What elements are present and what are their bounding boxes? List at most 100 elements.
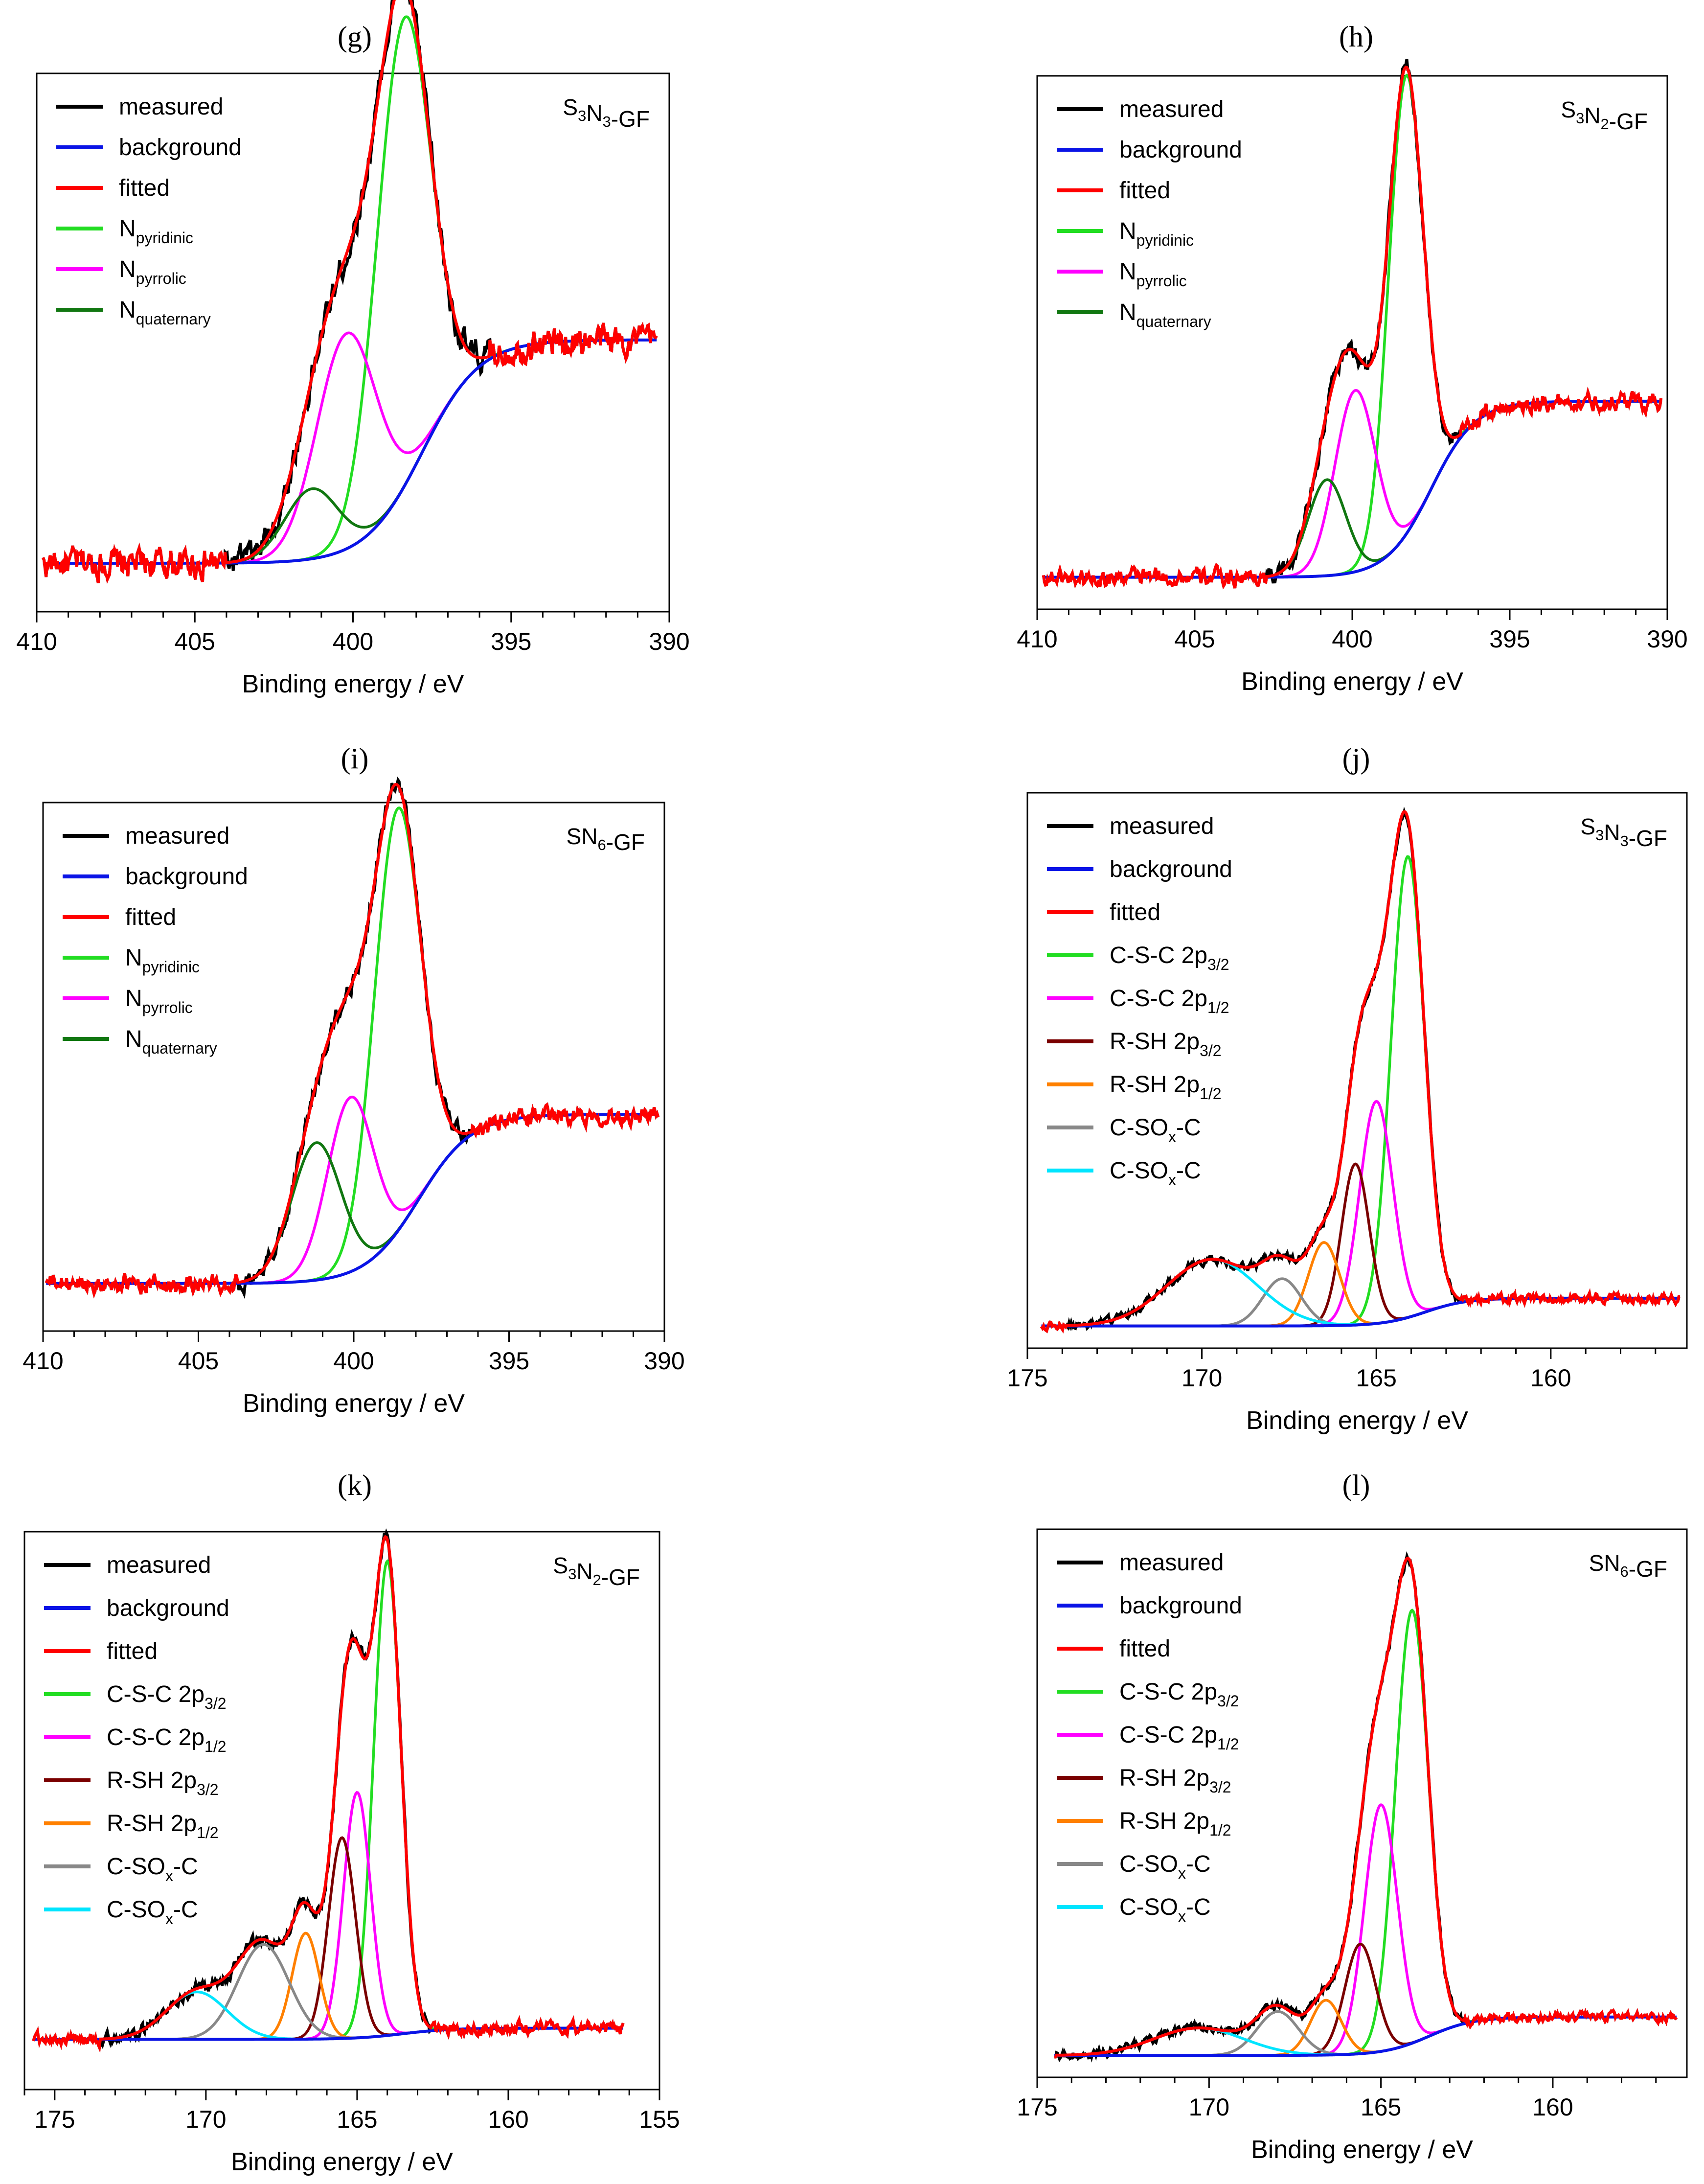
series-fitted [1054, 1556, 1678, 2059]
x-tick-label: 165 [337, 2106, 377, 2133]
panel-label: (h) [1339, 21, 1373, 53]
legend-entry: background [119, 135, 242, 161]
x-tick-label: 160 [1530, 1364, 1571, 1392]
x-tick-label: 160 [488, 2106, 528, 2133]
x-tick-label: 400 [1332, 625, 1372, 653]
sample-label: SN6-GF [1589, 1550, 1667, 1582]
x-axis-title: Binding energy / eV [243, 1389, 465, 1418]
x-tick-label: 390 [649, 628, 689, 655]
x-tick-label: 410 [1017, 625, 1057, 653]
x-tick-label: 165 [1356, 1364, 1397, 1392]
legend-entry: fitted [1119, 178, 1170, 204]
series-component-6 [1054, 2016, 1677, 2057]
legend-entry: Npyridinic [1119, 218, 1194, 249]
sample-label: S3N3-GF [1580, 814, 1667, 851]
legend-entry: measured [125, 823, 229, 849]
x-tick-label: 170 [1189, 2093, 1229, 2121]
xps-panel-i: (i) 410 405 400 395 390 Binding energy / eV mea… [23, 742, 684, 1418]
plot-frame [23, 1531, 660, 2091]
plot-frame [1026, 792, 1688, 1349]
legend-entry: measured [1110, 813, 1214, 839]
legend-entry: Nquaternary [125, 1026, 217, 1057]
legend-entry: C-SOx-C [107, 1854, 198, 1885]
x-tick-label: 405 [175, 628, 215, 655]
x-tick-label: 400 [333, 628, 373, 655]
x-tick-label: 390 [644, 1347, 684, 1375]
legend-entry: Nquaternary [119, 297, 211, 328]
x-tick-label: 170 [1181, 1364, 1222, 1392]
sample-label: SN6-GF [567, 824, 645, 855]
xps-panel-l: (l) 175 170 165 160 Binding energy / eV measur… [1017, 1469, 1688, 2164]
series-fitted [42, 0, 658, 584]
sample-label: S3N2-GF [553, 1553, 640, 1590]
legend-entry: background [1119, 137, 1242, 163]
panel-label: (l) [1342, 1469, 1370, 1501]
legend-entry: C-S-C 2p1/2 [1110, 986, 1229, 1016]
legend-entry: background [107, 1595, 229, 1621]
series-component-2 [43, 331, 657, 565]
legend-entry: C-SOx-C [107, 1897, 198, 1928]
legend-entry: C-S-C 2p1/2 [107, 1724, 227, 1755]
series-component-1 [33, 1559, 623, 2041]
series-component-2 [1043, 389, 1661, 579]
series-fitted [32, 1535, 625, 2053]
series-background [1054, 2015, 1677, 2057]
legend-entry: Npyridinic [125, 945, 200, 976]
x-tick-label: 395 [1489, 625, 1530, 653]
legend-entry: C-SOx-C [1119, 1851, 1211, 1882]
xps-panel-k: (k) 175 170 165 160 155 Binding energy / eV mea… [23, 1469, 680, 2176]
series-fitted [45, 782, 660, 1299]
series-fitted [1040, 810, 1681, 1333]
legend-entry: background [125, 864, 248, 890]
x-tick-label: 410 [16, 628, 57, 655]
legend-entry: background [1119, 1593, 1242, 1619]
legend-entry: C-S-C 2p3/2 [107, 1681, 227, 1712]
legend-entry: C-S-C 2p3/2 [1110, 943, 1229, 973]
x-tick-label: 175 [34, 2106, 75, 2133]
x-tick-label: 170 [185, 2106, 226, 2133]
series-background [1043, 399, 1661, 579]
x-axis-title: Binding energy / eV [242, 670, 464, 698]
legend-entry: fitted [125, 904, 176, 930]
xps-panel-j: (j) 175 170 165 160 Binding energy / eV measur… [1007, 742, 1688, 1435]
panel-label: (k) [338, 1469, 372, 1501]
legend-entry: R-SH 2p1/2 [1110, 1072, 1222, 1103]
x-tick-label: 405 [178, 1347, 219, 1375]
legend-entry: R-SH 2p3/2 [1110, 1029, 1222, 1059]
plot-frame [1036, 1528, 1688, 2078]
legend-entry: fitted [119, 175, 170, 201]
x-tick-label: 395 [491, 628, 531, 655]
x-tick-label: 175 [1007, 1364, 1047, 1392]
legend-entry: C-SOx-C [1110, 1158, 1201, 1189]
x-tick-label: 165 [1361, 2093, 1401, 2121]
series-component-3 [1043, 400, 1661, 579]
x-axis-title: Binding energy / eV [1251, 2136, 1473, 2164]
series-background [43, 338, 657, 565]
legend-entry: measured [119, 94, 223, 120]
legend-entry: C-S-C 2p3/2 [1119, 1679, 1239, 1710]
legend-entry: R-SH 2p3/2 [1119, 1765, 1231, 1796]
series-fitted [1042, 65, 1663, 590]
sample-label: S3N3-GF [563, 94, 650, 132]
sample-label: S3N2-GF [1561, 97, 1648, 134]
legend-entry: C-SOx-C [1110, 1115, 1201, 1146]
legend-entry: Nquaternary [1119, 299, 1211, 330]
series-component-3 [43, 338, 657, 565]
xps-panel-g: (g) 410 405 400 395 390 Binding energy / eV mea… [16, 0, 690, 698]
legend-entry: fitted [1119, 1636, 1170, 1662]
legend-entry: measured [1119, 96, 1224, 122]
series-component-2 [46, 1095, 659, 1285]
series-component-4 [33, 1931, 623, 2041]
x-tick-label: 410 [23, 1347, 63, 1375]
legend-entry: measured [1119, 1550, 1224, 1576]
legend-entry: Npyrrolic [125, 986, 193, 1016]
panel-label: (g) [338, 21, 372, 53]
legend-entry: fitted [1110, 899, 1160, 925]
panel-label: (i) [341, 742, 369, 775]
x-tick-label: 395 [489, 1347, 529, 1375]
x-tick-label: 160 [1532, 2093, 1573, 2121]
legend-entry: C-S-C 2p1/2 [1119, 1722, 1239, 1753]
series-measured [42, 0, 658, 584]
x-axis-title: Binding energy / eV [1241, 667, 1463, 696]
